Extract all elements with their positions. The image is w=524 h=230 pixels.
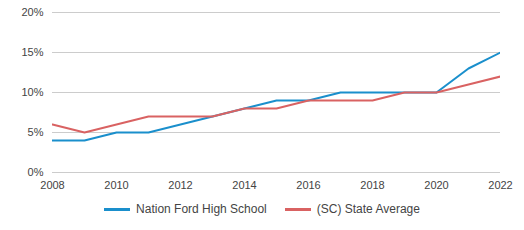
svg-text:2010: 2010	[104, 179, 128, 191]
html-text:(SC) State Average: (SC) State Average	[316, 202, 420, 216]
svg-text:2008: 2008	[40, 179, 64, 191]
svg-text:2022: 2022	[488, 179, 512, 191]
svg-text:2012: 2012	[168, 179, 192, 191]
svg-text:10%: 10%	[21, 86, 43, 98]
svg-text:2018: 2018	[360, 179, 384, 191]
svg-text:2016: 2016	[296, 179, 320, 191]
svg-text:0%: 0%	[28, 166, 44, 178]
html-text:Nation Ford High School: Nation Ford High School	[136, 202, 267, 216]
svg-text:5%: 5%	[28, 126, 44, 138]
svg-text:20%: 20%	[21, 6, 43, 18]
svg-text:15%: 15%	[21, 46, 43, 58]
svg-text:2014: 2014	[232, 179, 256, 191]
svg-text:2020: 2020	[424, 179, 448, 191]
